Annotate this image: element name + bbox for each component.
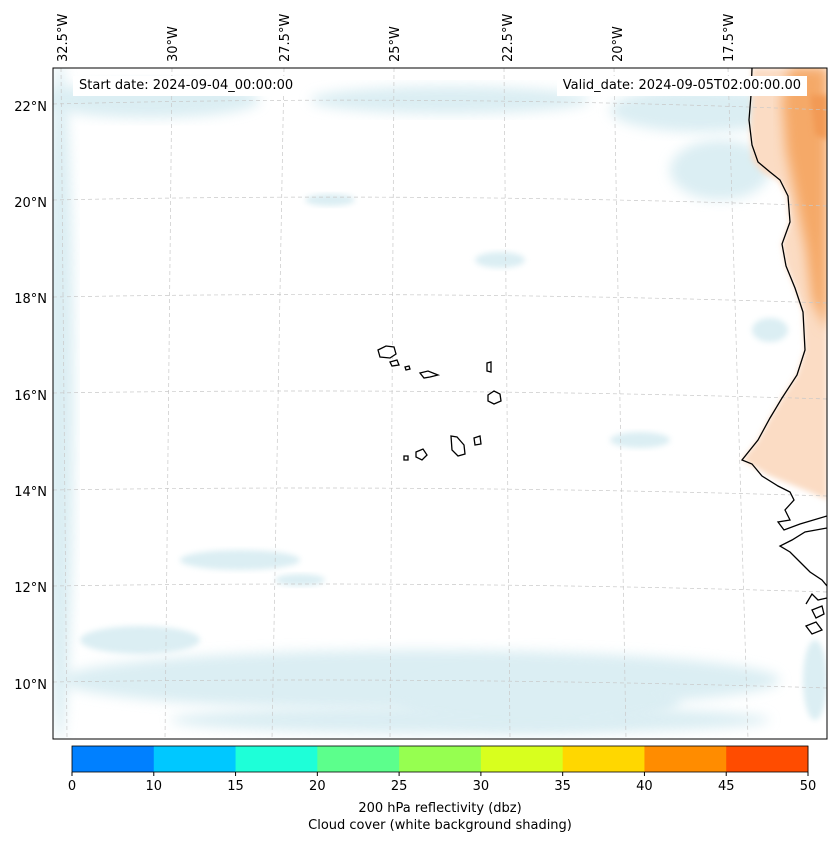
cape-verde-islands [377, 345, 502, 461]
colorbar-segment [644, 746, 727, 772]
colorbar-tick-label: 10 [146, 779, 163, 794]
colorbar-tick-label: 40 [636, 779, 653, 794]
colorbar-tick-label: 15 [227, 779, 244, 794]
valid-date-label: Valid_date: 2024-09-05T02:00:00.00 [556, 76, 807, 96]
lon-label: 32.5°W [56, 14, 71, 62]
colorbar-label: 200 hPa reflectivity (dbz) [358, 801, 522, 816]
gridlines [53, 68, 827, 739]
map-frame [52, 67, 828, 740]
longitude-labels: 32.5°W 30°W 27.5°W 25°W 22.5°W 20°W 17.5… [56, 14, 737, 62]
lon-label: 30°W [166, 26, 181, 62]
lat-label: 10°N [14, 678, 47, 693]
lon-label: 25°W [388, 26, 403, 62]
lon-label: 22.5°W [501, 14, 516, 62]
lat-label: 16°N [14, 389, 47, 404]
colorbar-tick-label: 50 [800, 779, 817, 794]
colorbar-segment [399, 746, 482, 772]
lat-label: 12°N [14, 581, 47, 596]
lat-label: 20°N [14, 196, 47, 211]
colorbar-tick-label: 0 [68, 779, 76, 794]
colorbar-segment [153, 746, 237, 772]
lon-label: 17.5°W [722, 14, 737, 62]
lon-label: 27.5°W [278, 14, 293, 62]
latitude-labels: 22°N 20°N 18°N 16°N 14°N 12°N 10°N [14, 100, 47, 693]
colorbar-segment [562, 746, 645, 772]
lat-label: 14°N [14, 485, 47, 500]
colorbar-segment [480, 746, 564, 772]
colorbar-segment [72, 746, 155, 772]
colorbar-tick-label: 45 [718, 779, 735, 794]
colorbar-tick-label: 25 [391, 779, 408, 794]
colorbar-segment [317, 746, 400, 772]
island-sao-nicolau [418, 370, 441, 379]
colorbar-tick-label: 35 [554, 779, 571, 794]
island-santiago [450, 435, 466, 457]
coastline [740, 68, 827, 635]
lon-label: 20°W [611, 26, 626, 62]
lat-label: 18°N [14, 292, 47, 307]
colorbar-segment [235, 746, 318, 772]
colorbar-segment [726, 746, 809, 772]
island-santo-antao [377, 345, 397, 359]
island-boa-vista [487, 390, 502, 405]
island-santa-luzia [404, 365, 411, 371]
island-sal [486, 361, 492, 373]
colorbar-tick-label: 30 [473, 779, 490, 794]
island-sao-vicente [389, 359, 400, 367]
colorbar-sublabel: Cloud cover (white background shading) [308, 818, 572, 833]
colorbar-tick-label: 20 [309, 779, 326, 794]
colorbar: 0 10 15 20 25 30 35 40 45 50 [68, 745, 817, 794]
lat-label: 22°N [14, 100, 47, 115]
island-maio [473, 435, 482, 446]
colorbar-frame [71, 745, 809, 773]
island-fogo [415, 448, 428, 461]
island-brava [403, 455, 409, 461]
land-shading [742, 68, 827, 500]
start-date-label: Start date: 2024-09-04_00:00:00 [73, 76, 300, 96]
